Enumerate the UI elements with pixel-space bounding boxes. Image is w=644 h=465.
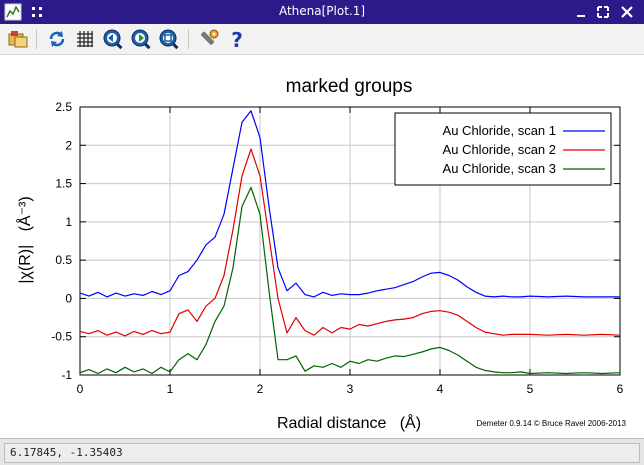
y-tick-label: -1 <box>61 368 72 382</box>
zoom-forward-icon[interactable] <box>129 27 153 51</box>
x-tick-label: 6 <box>617 382 624 396</box>
credit-text: Demeter 0.9.14 © Bruce Ravel 2006-2013 <box>476 419 626 428</box>
y-tick-label: 2.5 <box>55 100 72 114</box>
plot-area[interactable]: 0 1 2 3 4 5 6 -1 -0.5 0 0.5 1 1.5 2 2.5 marked groups … <box>0 55 644 435</box>
series-line-1 <box>79 110 620 298</box>
maximize-icon[interactable] <box>594 3 612 21</box>
x-axis-label: Radial distance (Å) <box>277 413 421 432</box>
y-tick-label: 0 <box>65 291 72 305</box>
series-line-2 <box>79 148 621 337</box>
y-axis-label: |χ(R)| (Å⁻³) <box>15 196 34 283</box>
legend: Au Chloride, scan 1 Au Chloride, scan 2 Au… <box>394 112 612 186</box>
y-tick-label: 0.5 <box>55 253 72 267</box>
x-tick-label: 0 <box>77 382 84 396</box>
grid-icon[interactable] <box>73 27 97 51</box>
legend-label-2: Au Chloride, scan 2 <box>443 142 556 157</box>
cursor-coordinates-field: 6.17845, -1.35403 <box>4 443 640 463</box>
window-titlebar[interactable]: Athena[Plot.1] <box>0 0 644 24</box>
window-title: Athena[Plot.1] <box>278 4 366 18</box>
x-tick-label: 2 <box>257 382 264 396</box>
x-tick-label: 4 <box>437 382 444 396</box>
plot-toolbar: ? <box>0 24 644 55</box>
x-tick-label: 5 <box>527 382 534 396</box>
svg-text:?: ? <box>231 28 243 51</box>
toolbar-separator <box>36 29 37 49</box>
y-tick-label: 1.5 <box>55 177 72 191</box>
legend-label-1: Au Chloride, scan 1 <box>443 123 556 138</box>
zoom-icon[interactable] <box>157 27 181 51</box>
status-bar: 6.17845, -1.35403 <box>0 438 644 465</box>
y-tick-label: -0.5 <box>51 330 72 344</box>
y-tick-label: 1 <box>65 215 72 229</box>
toolbar-separator <box>188 29 189 49</box>
legend-box <box>394 112 612 186</box>
pin-icon[interactable] <box>28 3 46 21</box>
chi-r-plot[interactable]: 0 1 2 3 4 5 6-1-0.500.511.522.5 marked groups … <box>0 55 644 435</box>
legend-label-3: Au Chloride, scan 3 <box>443 161 556 176</box>
x-tick-label: 1 <box>167 382 174 396</box>
cursor-coordinates: 6.17845, -1.35403 <box>10 446 123 459</box>
y-tick-label: 2 <box>65 138 72 152</box>
refresh-icon[interactable] <box>45 27 69 51</box>
app-icon <box>4 3 22 21</box>
open-icon[interactable] <box>6 27 30 51</box>
minimize-icon[interactable] <box>572 3 590 21</box>
help-icon[interactable]: ? <box>225 27 249 51</box>
zoom-back-icon[interactable] <box>101 27 125 51</box>
chart-title: marked groups <box>286 76 413 97</box>
settings-icon[interactable] <box>197 27 221 51</box>
plot-frame <box>79 106 621 376</box>
x-tick-label: 3 <box>347 382 354 396</box>
series-line-3 <box>79 186 621 375</box>
close-icon[interactable] <box>618 3 636 21</box>
